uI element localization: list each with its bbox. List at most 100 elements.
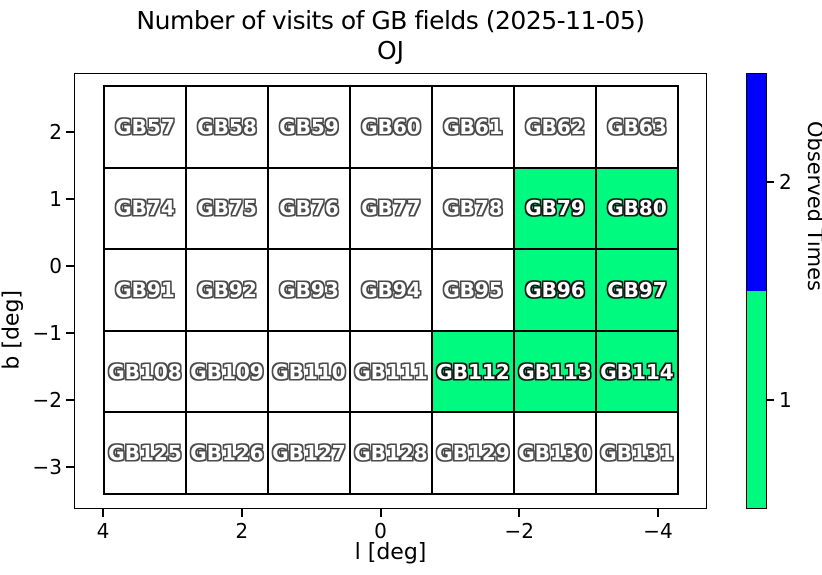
grid-cell-label: GB109	[190, 359, 264, 384]
x-tick-label: 4	[96, 519, 110, 543]
grid-cell-label: GB62	[525, 114, 585, 139]
grid-cell-label: GB76	[279, 196, 339, 221]
y-tick-mark	[66, 399, 74, 401]
colorbar-tick-mark	[767, 181, 774, 183]
grid-cell-label: GB75	[197, 196, 257, 221]
grid-cell-label: GB126	[190, 441, 264, 466]
grid-cell-label: GB61	[443, 114, 503, 139]
grid-cell-label: GB111	[354, 359, 428, 384]
y-tick-mark	[66, 265, 74, 267]
colorbar-segment-1	[747, 291, 766, 508]
grid-cell-label: GB125	[108, 441, 182, 466]
grid-cell-gb127: GB127	[268, 412, 350, 494]
grid-cell-label: GB128	[354, 441, 428, 466]
x-tick-label: −2	[504, 519, 535, 543]
colorbar-tick-mark	[767, 399, 774, 401]
grid-cell-label: GB108	[108, 359, 182, 384]
chart-subtitle: OJ	[376, 36, 405, 65]
chart-title: Number of visits of GB fields (2025-11-0…	[136, 6, 645, 35]
grid-cell-gb92: GB92	[186, 249, 268, 331]
grid-cell-gb125: GB125	[104, 412, 186, 494]
grid-cell-gb75: GB75	[186, 167, 268, 250]
y-tick-label: −1	[32, 321, 62, 345]
y-tick-label: 1	[49, 187, 62, 211]
grid-cell-gb76: GB76	[268, 167, 350, 250]
grid-cell-gb63: GB63	[596, 86, 678, 168]
grid-cell-gb94: GB94	[350, 249, 432, 331]
grid-cell-gb62: GB62	[514, 86, 596, 168]
grid-cell-label: GB129	[436, 441, 510, 466]
grid-cell-label: GB79	[525, 196, 585, 221]
grid-cell-label: GB57	[115, 114, 175, 139]
grid-cell-gb93: GB93	[268, 249, 350, 331]
field-grid: GB57 GB58 GB59 GB60 GB61 GB62 GB63 GB74 GB75 GB76…	[103, 85, 679, 495]
x-tick-label: 0	[374, 519, 387, 543]
grid-cell-label: GB95	[443, 277, 503, 302]
colorbar-tick-label: 2	[779, 170, 792, 194]
grid-cell-gb91: GB91	[104, 249, 186, 331]
grid-cell-label: GB74	[115, 196, 175, 221]
grid-cell-gb95: GB95	[432, 249, 514, 331]
grid-cell-gb131: GB131	[596, 412, 678, 494]
grid-cell-gb96: GB96	[514, 249, 596, 331]
x-tick-label: 2	[235, 519, 249, 543]
grid-cell-label: GB92	[197, 277, 257, 302]
y-tick-label: 2	[49, 120, 62, 144]
grid-cell-label: GB78	[443, 196, 503, 221]
x-tick-mark	[240, 509, 243, 517]
grid-cell-label: GB80	[607, 196, 667, 221]
grid-cell-gb113: GB113	[514, 330, 596, 413]
grid-cell-label: GB97	[607, 277, 667, 302]
grid-cell-gb108: GB108	[104, 330, 186, 413]
grid-cell-label: GB112	[436, 359, 510, 384]
grid-cell-label: GB63	[607, 114, 667, 139]
x-tick-mark	[102, 509, 104, 517]
grid-cell-gb109: GB109	[186, 330, 268, 413]
grid-cell-gb111: GB111	[350, 330, 432, 413]
grid-cell-gb110: GB110	[268, 330, 350, 413]
grid-cell-label: GB131	[600, 441, 674, 466]
grid-cell-gb126: GB126	[186, 412, 268, 494]
grid-cell-label: GB127	[272, 441, 346, 466]
x-tick-mark	[379, 509, 382, 517]
grid-cell-gb129: GB129	[432, 412, 514, 494]
grid-cell-label: GB113	[518, 359, 592, 384]
grid-cell-label: GB58	[197, 114, 257, 139]
grid-cell-gb114: GB114	[596, 330, 678, 413]
grid-cell-gb78: GB78	[432, 167, 514, 250]
grid-cell-gb60: GB60	[350, 86, 432, 168]
grid-cell-label: GB96	[525, 277, 585, 302]
grid-cell-gb112: GB112	[432, 330, 514, 413]
grid-cell-label: GB91	[115, 277, 175, 302]
y-tick-mark	[66, 332, 74, 334]
grid-cell-gb79: GB79	[514, 167, 596, 250]
y-tick-mark	[66, 466, 74, 468]
y-tick-label: −3	[32, 455, 62, 479]
grid-cell-label: GB114	[600, 359, 674, 384]
grid-cell-label: GB60	[361, 114, 421, 139]
colorbar-tick-label: 1	[779, 388, 792, 412]
x-tick-mark	[657, 509, 659, 517]
grid-cell-gb77: GB77	[350, 167, 432, 250]
grid-cell-gb130: GB130	[514, 412, 596, 494]
x-tick-label: −4	[643, 519, 673, 543]
grid-cell-gb58: GB58	[186, 86, 268, 168]
grid-cell-gb74: GB74	[104, 167, 186, 250]
colorbar-segment-2	[747, 74, 766, 291]
y-tick-label: −2	[32, 388, 62, 412]
grid-cell-gb128: GB128	[350, 412, 432, 494]
y-tick-mark	[66, 131, 74, 133]
x-axis-label: l [deg]	[354, 540, 427, 565]
y-tick-mark	[66, 198, 74, 200]
grid-cell-label: GB77	[361, 196, 421, 221]
grid-cell-label: GB110	[272, 359, 346, 384]
x-tick-mark	[518, 509, 521, 517]
colorbar	[746, 73, 767, 509]
grid-cell-gb59: GB59	[268, 86, 350, 168]
grid-cell-gb57: GB57	[104, 86, 186, 168]
grid-cell-gb80: GB80	[596, 167, 678, 250]
y-tick-label: 0	[49, 254, 62, 278]
grid-cell-label: GB59	[279, 114, 339, 139]
grid-cell-gb97: GB97	[596, 249, 678, 331]
